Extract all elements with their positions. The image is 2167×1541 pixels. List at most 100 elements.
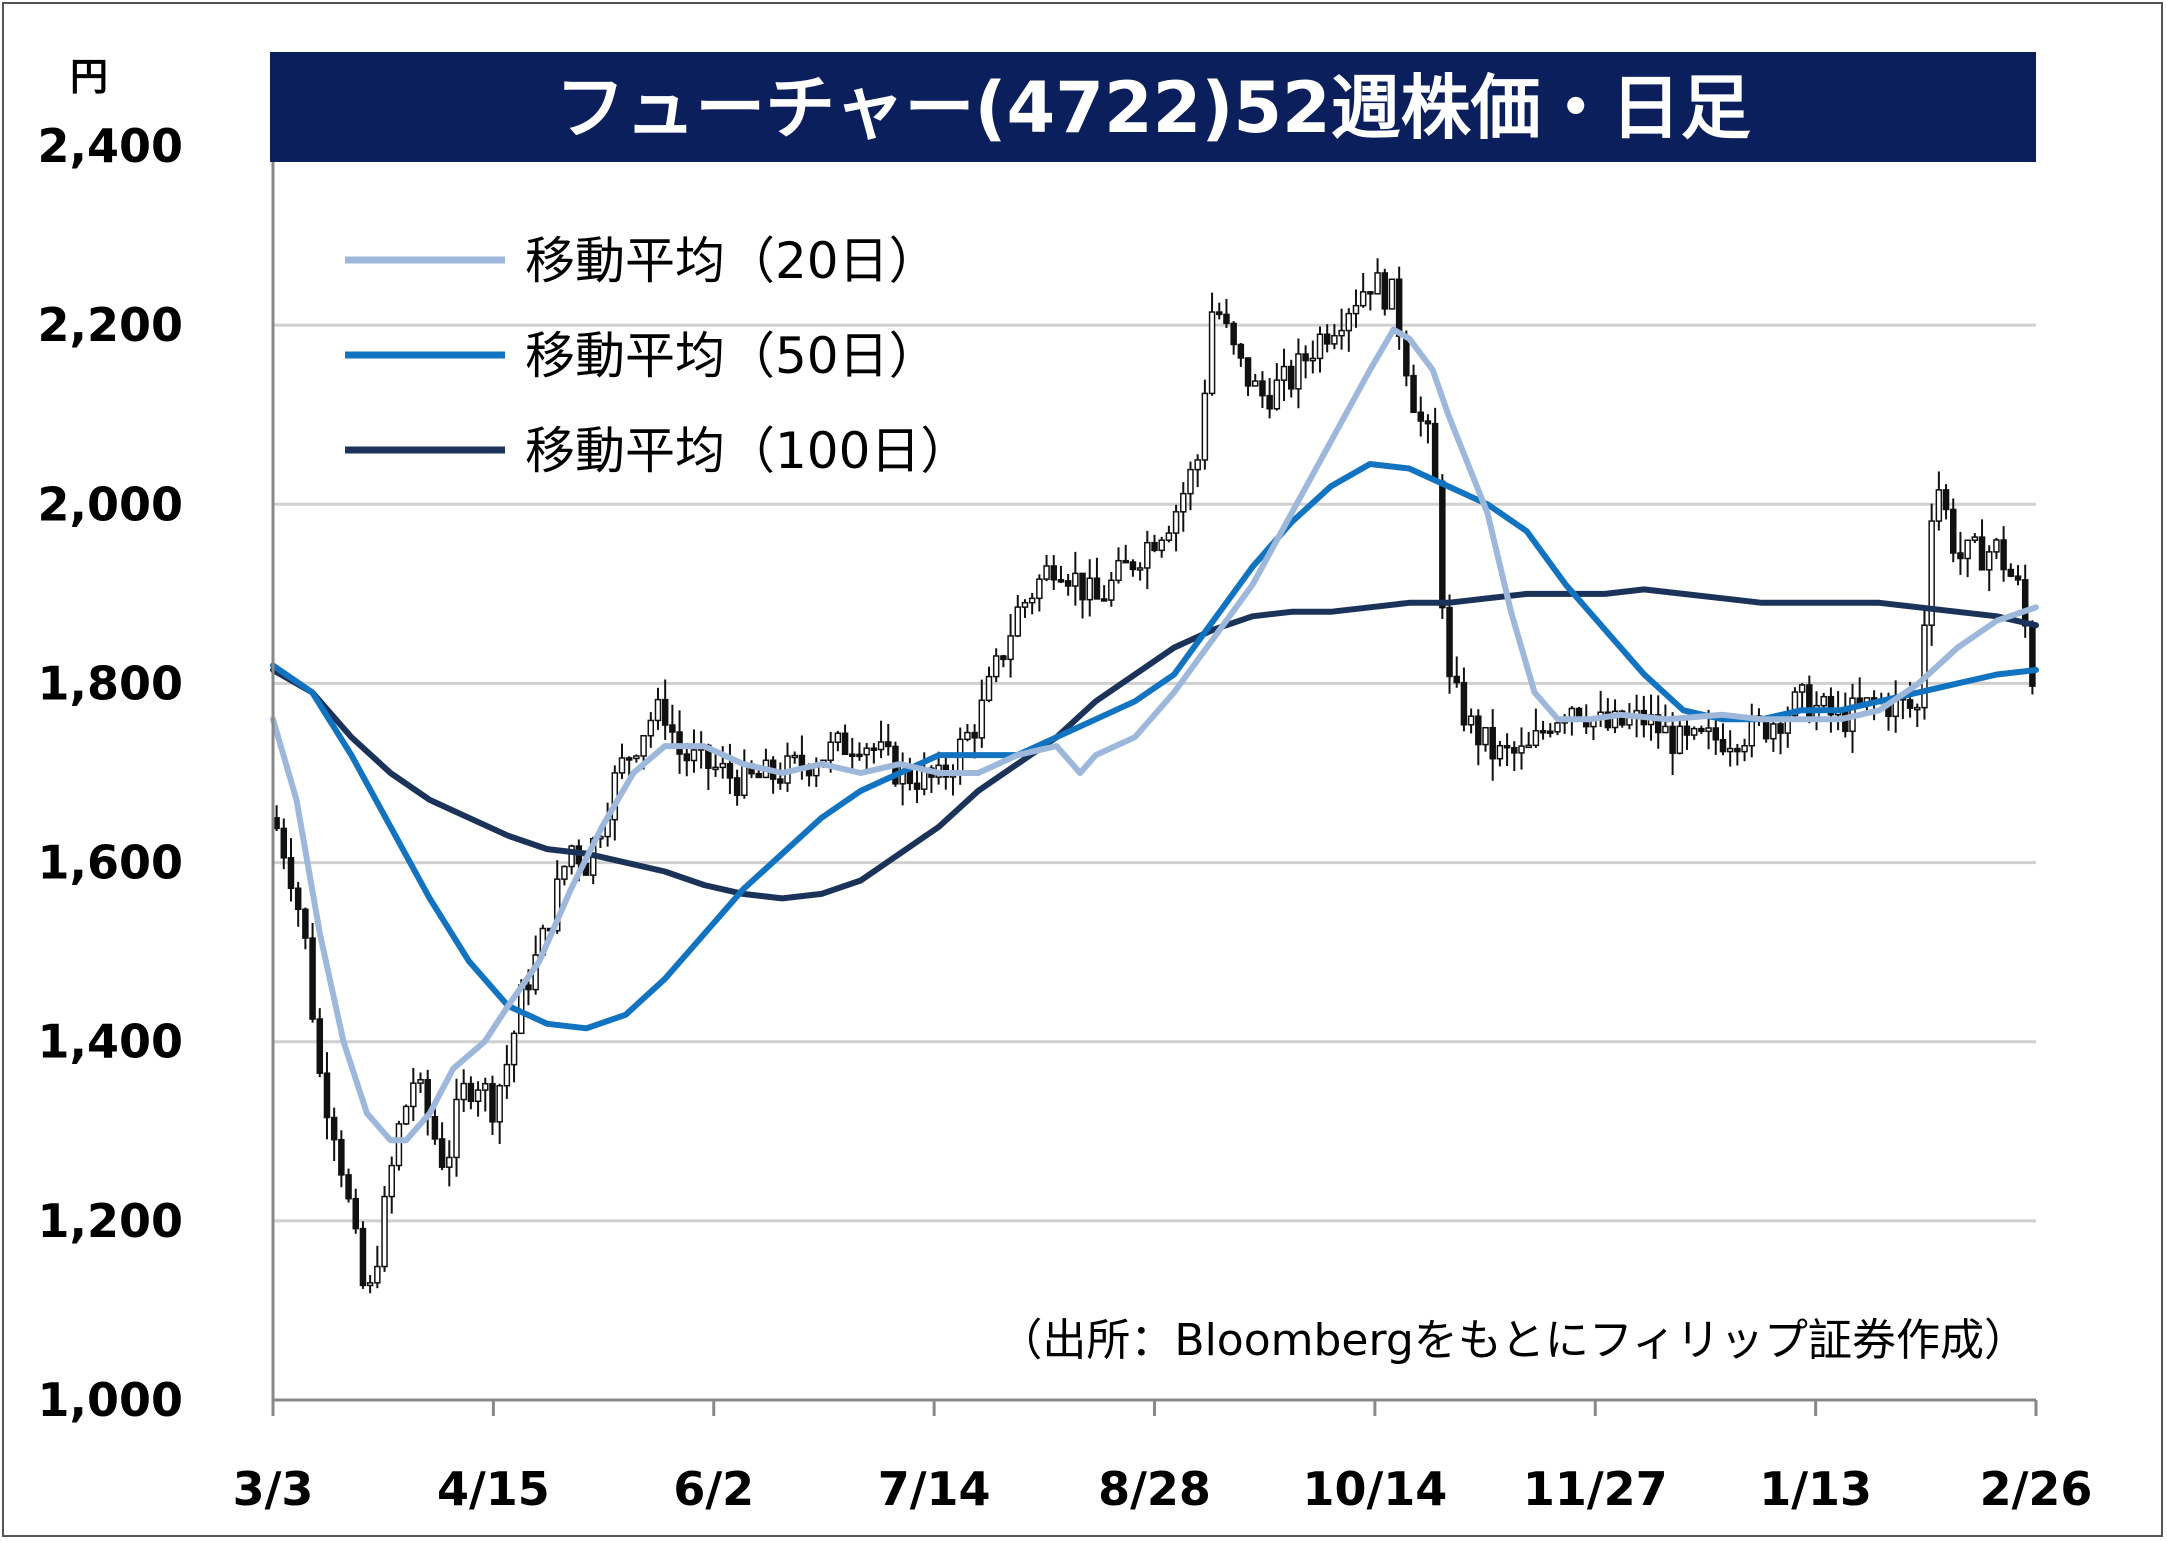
candle-body [1007,635,1014,661]
candle-body [1395,278,1403,337]
candle-body [1129,561,1137,571]
candle-body [1611,710,1619,729]
candle-body [1719,739,1727,753]
candle-body [777,778,784,784]
candle-body [1978,536,1986,571]
candle-body [1316,333,1324,360]
candle-body [496,1084,503,1123]
candle-body [438,1138,446,1168]
candle-body [1410,374,1417,414]
x-tick-label: 7/14 [878,1462,991,1516]
candle-body [1914,706,1921,711]
candle-body [1028,597,1036,604]
candle-body [1108,579,1115,601]
candle-body [1683,725,1691,736]
grid-lines [273,323,2036,1223]
candle-body [1690,727,1698,736]
candle-body [1359,291,1367,307]
candle-body [1100,598,1108,602]
candle-body [913,782,921,790]
candle-body [741,763,748,797]
candle-body [1287,365,1295,390]
y-tick-label: 1,800 [37,656,183,710]
candle-body [1079,572,1086,601]
candle-body [1280,365,1288,381]
candle-body [1021,601,1029,608]
candle-body [1734,747,1741,753]
candle-body [1554,722,1561,733]
candle-body [1503,745,1511,749]
source-note: （出所：Bloombergをもとにフィリップ証券作成） [998,1315,2028,1366]
candle-body [1928,520,1935,626]
candle-body [640,734,647,757]
candle-body [2007,568,2015,577]
legend-label-ma100: 移動平均（100日） [525,422,970,480]
candle-body [885,741,892,748]
ma100-line [270,586,2039,902]
x-tick-label: 11/27 [1523,1462,1668,1516]
y-tick-label: 2,400 [37,119,183,173]
candle-body [1467,715,1475,726]
candle-body [1172,511,1180,534]
candle-body [302,908,309,939]
candle-body [381,1195,388,1268]
candle-body [1460,681,1468,726]
candle-body [1453,675,1460,684]
candle-body [633,755,640,760]
candle-body [1791,691,1799,717]
candle-body [1165,532,1173,541]
candle-body [1827,695,1835,716]
candle-body [1511,747,1518,754]
candle-body [453,1098,460,1159]
candle-body [388,1164,395,1198]
candle-body [1302,353,1309,362]
candle-body [1777,723,1784,734]
candle-body [1093,577,1101,600]
axes [271,136,2038,1416]
candle-body [2029,624,2036,687]
candle-body [1654,714,1662,734]
candle-body [1043,565,1050,580]
candle-body [755,772,762,779]
candle-body [474,1089,482,1103]
candle-body [1669,725,1676,754]
candle-body [1446,606,1453,678]
chart-title: フューチャー(4722)52週株価・日足 [555,67,1751,149]
candle-body [1525,744,1532,749]
candle-body [856,753,863,758]
candle-body [553,878,561,932]
candle-body [1338,329,1345,337]
candle-body [1935,489,1943,522]
y-tick-label: 2,000 [37,477,183,531]
candle-body [338,1138,345,1176]
candle-body [1906,699,1914,709]
candle-body [1921,624,1928,709]
x-tick-label: 6/2 [673,1462,754,1516]
candle-body [273,817,280,830]
candle-body [402,1105,410,1125]
candle-body [345,1174,352,1200]
candle-body [1057,579,1065,583]
candle-body [525,984,532,991]
candle-body [1136,567,1144,571]
candle-body [287,857,295,890]
candle-body [1431,422,1439,483]
candle-body [316,1018,324,1074]
candle-body [1064,580,1072,587]
candle-body [1151,541,1158,552]
candle-body [366,1282,374,1287]
candle-body [1251,380,1259,387]
candle-body [1741,745,1748,753]
candle-body [1424,420,1432,425]
candle-body [1518,745,1525,754]
x-tick-label: 1/13 [1759,1462,1872,1516]
candle-body [1187,468,1194,495]
candle-body [1244,357,1252,387]
candle-body [1223,313,1230,325]
candle-body [417,1078,424,1084]
x-tick-label: 2/26 [1980,1462,2093,1516]
candle-body [1705,727,1712,733]
candle-body [1367,291,1374,295]
candle-body [2021,579,2029,627]
